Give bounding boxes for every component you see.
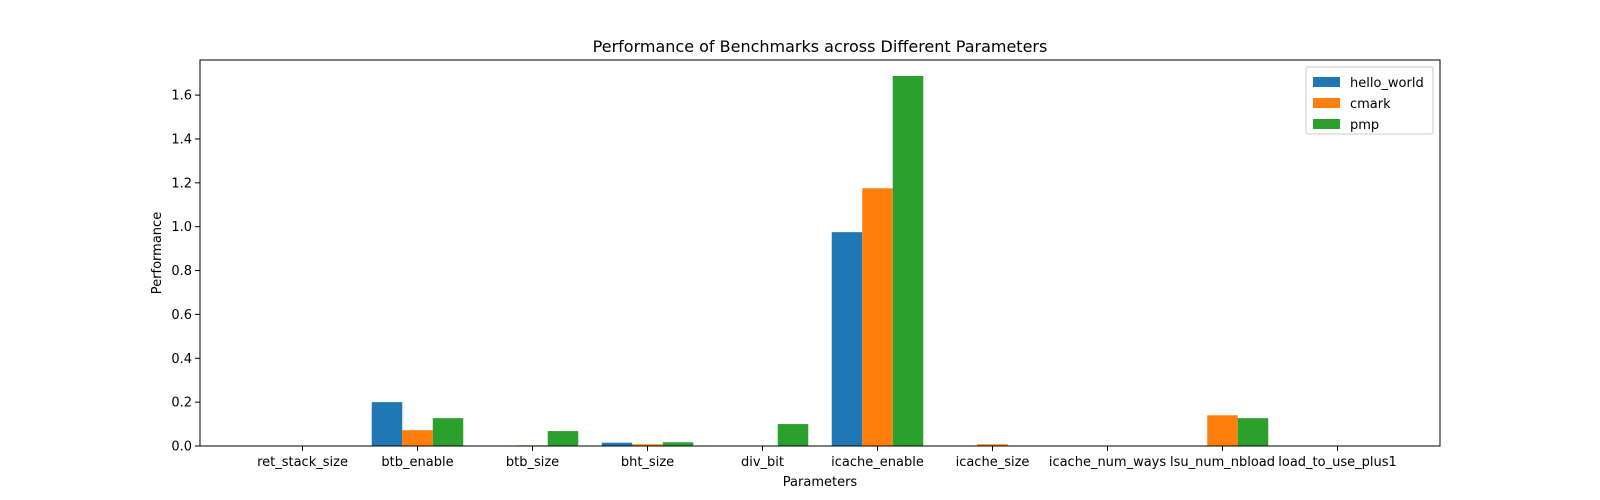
bar-cmark-btb_enable xyxy=(402,430,433,446)
y-tick-label: 0.6 xyxy=(171,308,192,323)
y-tick-label: 0.8 xyxy=(171,264,192,279)
bar-pmp-lsu_num_nbload xyxy=(1237,418,1269,446)
bar-hello_world-btb_enable xyxy=(371,402,403,446)
legend-swatch-hello_world xyxy=(1313,77,1340,87)
y-axis: 0.0 0.2 0.4 0.6 0.8 1.0 1.2 1.4 1.6 xyxy=(171,89,200,455)
legend-label-hello_world: hello_world xyxy=(1350,76,1424,91)
bar-cmark-icache_enable xyxy=(862,188,893,446)
bar-cmark-bht_size xyxy=(632,444,663,446)
y-axis-label: Performance xyxy=(150,212,165,294)
bar-pmp-bht_size xyxy=(662,442,694,446)
y-tick-label: 0.4 xyxy=(171,352,192,367)
x-tick-label: btb_enable xyxy=(381,455,453,470)
x-tick-label: bht_size xyxy=(621,455,674,470)
y-tick-label: 1.2 xyxy=(171,176,192,191)
x-tick-label: icache_num_ways xyxy=(1049,455,1167,470)
chart-title: Performance of Benchmarks across Differe… xyxy=(593,37,1048,56)
x-tick-label: icache_enable xyxy=(831,455,924,470)
y-tick-label: 1.4 xyxy=(171,132,192,147)
x-axis: ret_stack_size btb_enable btb_size bht_size… xyxy=(257,446,1397,470)
x-tick-label: icache_size xyxy=(956,455,1030,470)
x-tick-label: btb_size xyxy=(506,455,559,470)
x-tick-label: load_to_use_plus1 xyxy=(1278,455,1397,470)
x-tick-label: div_bit xyxy=(741,455,784,470)
bar-hello_world-icache_enable xyxy=(831,232,863,446)
y-tick-label: 0.0 xyxy=(171,440,192,455)
legend-label-cmark: cmark xyxy=(1350,97,1391,112)
bar-cmark-icache_size xyxy=(977,444,1008,446)
y-tick-label: 1.0 xyxy=(171,220,192,235)
bar-pmp-btb_size xyxy=(547,431,579,446)
legend-swatch-pmp xyxy=(1313,119,1340,129)
bars-layer xyxy=(371,76,1269,446)
x-tick-label: ret_stack_size xyxy=(257,455,348,470)
bar-pmp-icache_enable xyxy=(892,76,924,446)
x-tick-label: lsu_num_nbload xyxy=(1170,455,1275,470)
x-axis-label: Parameters xyxy=(783,475,858,490)
legend-swatch-cmark xyxy=(1313,98,1340,108)
legend-label-pmp: pmp xyxy=(1350,118,1379,133)
y-tick-label: 1.6 xyxy=(171,89,192,104)
y-tick-label: 0.2 xyxy=(171,396,192,411)
bar-cmark-lsu_num_nbload xyxy=(1207,415,1238,446)
plot-frame xyxy=(199,59,1441,447)
bar-hello_world-bht_size xyxy=(601,442,633,446)
bar-pmp-btb_enable xyxy=(432,418,464,446)
bar-pmp-div_bit xyxy=(777,424,809,446)
